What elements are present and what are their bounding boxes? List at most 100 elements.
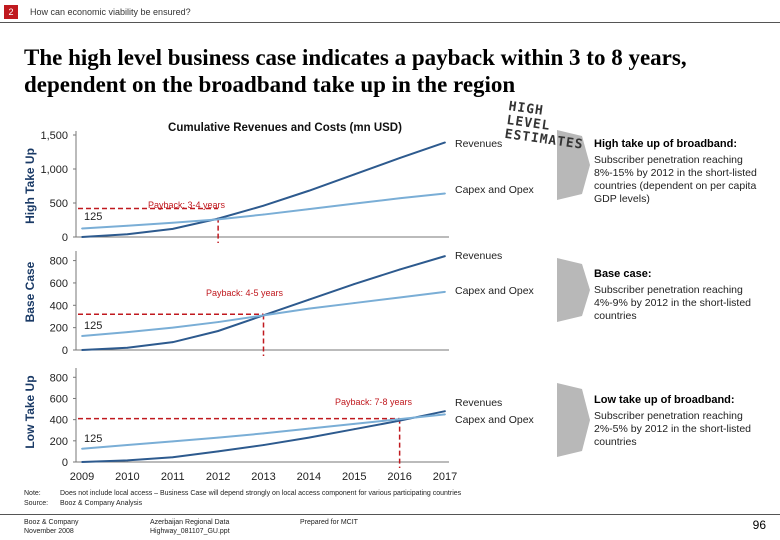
source-label: Source:: [24, 500, 49, 507]
panel-high-take-up-point-revenues: [262, 204, 265, 207]
panel-low-take-up-point-capex-and-opex: [444, 413, 446, 416]
panel-high-take-up-point-capex-and-opex: [81, 227, 83, 230]
header-divider: [0, 22, 780, 23]
panel-high-take-up-point-capex-and-opex: [262, 213, 265, 216]
x-tick-label: 2017: [433, 471, 457, 483]
x-tick-label: 2015: [342, 471, 366, 483]
panel-high-take-up-point-revenues: [81, 236, 83, 238]
panel-base-case-point-capex-and-opex: [81, 335, 83, 337]
panel-high-take-up-point-capex-and-opex: [444, 192, 446, 195]
x-tick-label: 2016: [387, 471, 411, 483]
footer-prepared-for: Prepared for MCIT: [300, 519, 358, 526]
panel-low-take-up-point-capex-and-opex: [262, 432, 265, 435]
panel-high-take-up-row-label: High Take Up: [23, 148, 37, 224]
low-take-up-title: Low take up of broadband:: [594, 394, 735, 406]
panel-low-take-up-series-label-capex-and-opex: Capex and Opex: [455, 414, 535, 426]
panel-low-take-up-point-revenues: [171, 456, 174, 459]
section-title: How can economic viability be ensured?: [30, 7, 191, 17]
x-tick-label: 2009: [70, 471, 94, 483]
panel-base-case-y-tick-label: 0: [62, 345, 68, 357]
panel-low-take-up-point-revenues: [398, 419, 401, 422]
panel-high-take-up-series-label-revenues: Revenues: [455, 138, 502, 150]
panel-low-take-up-point-revenues: [217, 450, 220, 453]
base-case-description: Base case: Subscriber penetration reachi…: [594, 268, 778, 323]
scenario-arrow-3: [557, 383, 590, 457]
panel-low-take-up-y-tick-label: 0: [62, 457, 68, 469]
panel-high-take-up-point-capex-and-opex: [171, 221, 174, 224]
panel-base-case-point-revenues: [398, 268, 401, 271]
panel-low-take-up-point-capex-and-opex: [171, 440, 174, 443]
panel-base-case-y-tick-label: 800: [50, 256, 68, 268]
panel-low-take-up-point-revenues: [262, 444, 265, 446]
panel-base-case-point-revenues: [81, 349, 83, 351]
high-take-up-title: High take up of broadband:: [594, 138, 737, 150]
panel-high-take-up-point-capex-and-opex: [217, 218, 220, 221]
panel-high-take-up-y-tick-label: 1,000: [40, 164, 68, 176]
note-label: Note:: [24, 490, 41, 497]
panel-high-take-up-point-revenues: [398, 157, 401, 160]
section-number-badge: 2: [4, 5, 18, 19]
panel-low-take-up-baseline-label: 125: [84, 433, 102, 445]
panel-low-take-up-series-label-revenues: Revenues: [455, 397, 502, 409]
panel-low-take-up-point-revenues: [126, 459, 129, 462]
panel-high-take-up-y-tick-label: 500: [50, 198, 68, 210]
panel-high-take-up-point-revenues: [171, 227, 174, 230]
panel-low-take-up-y-tick-label: 800: [50, 372, 68, 384]
panel-low-take-up-y-tick-label: 600: [50, 393, 68, 405]
base-case-text: Subscriber penetration reaching 4%-9% by…: [594, 284, 752, 322]
panel-base-case-series-label-revenues: Revenues: [455, 250, 502, 262]
panel-high-take-up-point-capex-and-opex: [307, 208, 310, 211]
panel-base-case-point-capex-and-opex: [444, 290, 446, 293]
panel-high-take-up-point-capex-and-opex: [353, 202, 356, 205]
note-text: Does not include local access – Business…: [60, 490, 462, 497]
x-tick-label: 2014: [297, 471, 321, 483]
panel-base-case-point-capex-and-opex: [307, 307, 310, 310]
panel-low-take-up-point-capex-and-opex: [398, 418, 401, 421]
footer-divider: [0, 514, 780, 515]
x-tick-label: 2010: [115, 471, 139, 483]
panel-base-case-point-revenues: [126, 346, 129, 349]
panel-low-take-up-point-revenues: [81, 461, 83, 463]
footer-company: Booz & Company: [24, 519, 79, 526]
panel-base-case-baseline-label: 125: [84, 320, 102, 332]
panel-base-case-point-revenues: [171, 341, 174, 344]
panel-low-take-up-point-revenues: [353, 428, 356, 431]
footer-doc-line-2: Highway_081107_GU.ppt: [150, 528, 230, 535]
panel-low-take-up-payback-label: Payback: 7-8 years: [335, 397, 413, 407]
panel-high-take-up-point-revenues: [353, 173, 356, 176]
panel-base-case-point-capex-and-opex: [171, 326, 174, 329]
panel-low-take-up-point-capex-and-opex: [217, 436, 220, 439]
source-text: Booz & Company Analysis: [60, 500, 143, 507]
panel-base-case-y-tick-label: 200: [50, 323, 68, 335]
panel-low-take-up-row-label: Low Take Up: [23, 375, 37, 448]
panel-low-take-up-point-capex-and-opex: [126, 444, 129, 446]
panel-low-take-up-series-capex-and-opex: [81, 413, 446, 450]
x-tick-label: 2012: [206, 471, 230, 483]
panel-base-case-point-capex-and-opex: [262, 314, 265, 317]
page-number: 96: [752, 518, 766, 532]
low-take-up-text: Subscriber penetration reaching 2%-5% by…: [594, 410, 752, 448]
panel-base-case-payback-label: Payback: 4-5 years: [206, 288, 284, 298]
panel-high-take-up-series-capex-and-opex: [81, 192, 446, 230]
panel-base-case-point-capex-and-opex: [217, 321, 220, 323]
panel-high-take-up-y-tick-label: 0: [62, 232, 68, 244]
panel-base-case-point-capex-and-opex: [398, 296, 401, 299]
panel-base-case-y-tick-label: 400: [50, 300, 68, 312]
panel-high-take-up-point-capex-and-opex: [398, 197, 401, 200]
panel-base-case-point-revenues: [444, 255, 446, 258]
high-take-up-description: High take up of broadband: Subscriber pe…: [594, 138, 778, 206]
base-case-title: Base case:: [594, 268, 652, 280]
panel-base-case-series-label-capex-and-opex: Capex and Opex: [455, 285, 535, 297]
footer-doc-line-1: Azerbaijan Regional Data: [150, 519, 230, 526]
panel-low-take-up-point-revenues: [444, 410, 446, 413]
panel-high-take-up-point-revenues: [444, 141, 446, 144]
x-tick-label: 2013: [251, 471, 275, 483]
panel-high-take-up-point-revenues: [126, 233, 129, 236]
page-headline: The high level business case indicates a…: [24, 45, 687, 97]
low-take-up-description: Low take up of broadband: Subscriber pen…: [594, 394, 778, 449]
panel-base-case-series-revenues: [81, 255, 446, 351]
panel-base-case-point-revenues: [307, 298, 310, 301]
panel-base-case-y-tick-label: 600: [50, 278, 68, 290]
panel-high-take-up-point-revenues: [307, 189, 310, 192]
